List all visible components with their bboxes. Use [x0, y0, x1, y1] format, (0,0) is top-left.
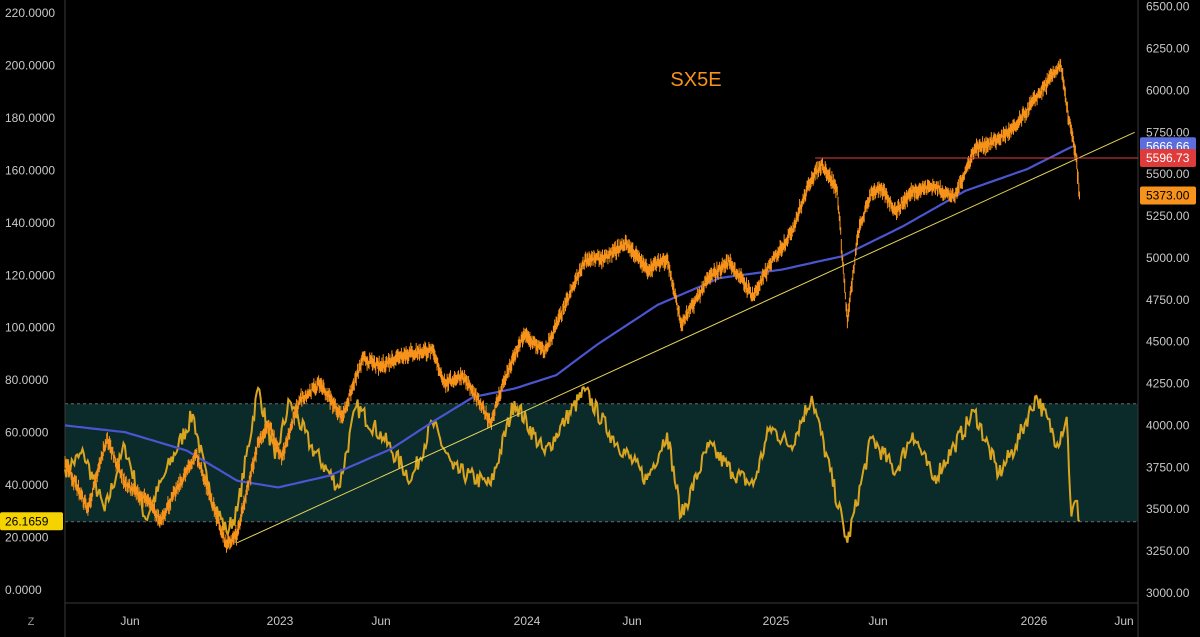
left-axis-tick-label: 220.0000	[5, 6, 55, 20]
right-axis-tick-label: 3750.00	[1146, 460, 1190, 474]
chart-title: SX5E	[670, 69, 721, 91]
price-series-bars	[64, 58, 1080, 553]
right-axis-tick-label: 4500.00	[1146, 335, 1190, 349]
left-axis-tick-label: 20.0000	[5, 530, 49, 544]
x-axis-tick-label: 2023	[267, 614, 294, 628]
price-tag-label: 5596.73	[1146, 151, 1190, 165]
price-tag-label: 5373.00	[1146, 188, 1190, 202]
x-axis-tick-label: 2025	[763, 614, 790, 628]
oscillator-layer	[64, 385, 1081, 543]
right-axis-tick-label: 3250.00	[1146, 544, 1190, 558]
right-axis-tick-label: 6250.00	[1146, 42, 1190, 56]
x-axis-tick-label: 2024	[514, 614, 541, 628]
right-axis-tick-label: 5250.00	[1146, 209, 1190, 223]
x-axis-tick-label: Jun	[868, 614, 887, 628]
right-axis-ticks: 6500.00 6250.00 6000.00 5750.00 5500.00 5250.…	[1146, 0, 1190, 600]
right-axis-tick-label: 3000.00	[1146, 586, 1190, 600]
left-axis-tick-label: 0.0000	[5, 583, 42, 597]
right-axis-tick-label: 4000.00	[1146, 418, 1190, 432]
x-axis-tick-label: 2026	[1021, 614, 1048, 628]
left-axis-tick-label: 160.0000	[5, 163, 55, 177]
x-axis-tick-label: Jun	[371, 614, 390, 628]
left-axis-ticks: 220.0000 200.0000 180.0000 160.0000 140.0000…	[5, 6, 55, 597]
right-axis-tick-label: 5000.00	[1146, 251, 1190, 265]
left-axis-tick-label: 140.0000	[5, 216, 55, 230]
right-axis-tick-label: 5500.00	[1146, 167, 1190, 181]
price-tag-box	[1140, 186, 1196, 205]
timezone-button[interactable]: Z	[27, 616, 35, 628]
x-axis-tick-label: Jun	[1114, 614, 1133, 628]
trendline	[237, 131, 1135, 544]
right-axis-tick-label: 3500.00	[1146, 502, 1190, 516]
left-axis-tick-label: 80.0000	[5, 373, 49, 387]
right-axis-tick-label: 4250.00	[1146, 377, 1190, 391]
left-axis-tick-label: 180.0000	[5, 111, 55, 125]
right-axis-tick-label: 6500.00	[1146, 0, 1190, 14]
moving-average-line	[64, 145, 1074, 489]
x-axis-ticks: Jun 2023 Jun 2024 Jun 2025 Jun 2026 Jun	[120, 614, 1133, 628]
price-tag-box	[1140, 148, 1196, 167]
price-layer	[64, 58, 1080, 553]
x-axis-tick-label: Jun	[120, 614, 139, 628]
moving-average-layer	[64, 145, 1074, 489]
left-axis-tick-label: 200.0000	[5, 59, 55, 73]
right-axis-tick-label: 6000.00	[1146, 83, 1190, 97]
oscillator-line	[64, 385, 1081, 543]
left-axis-tick-label: 60.0000	[5, 426, 49, 440]
right-axis-tick-label: 5750.00	[1146, 125, 1190, 139]
oscillator-tag-label: 26.1659	[5, 514, 49, 528]
left-axis-tick-label: 120.0000	[5, 268, 55, 282]
x-axis-tick-label: Jun	[622, 614, 641, 628]
oscillator-tag-box	[0, 512, 63, 531]
annotation-lines-layer	[237, 131, 1138, 544]
left-axis-tick-label: 40.0000	[5, 478, 49, 492]
right-axis-tick-label: 4750.00	[1146, 293, 1190, 307]
left-axis-tick-label: 100.0000	[5, 321, 55, 335]
